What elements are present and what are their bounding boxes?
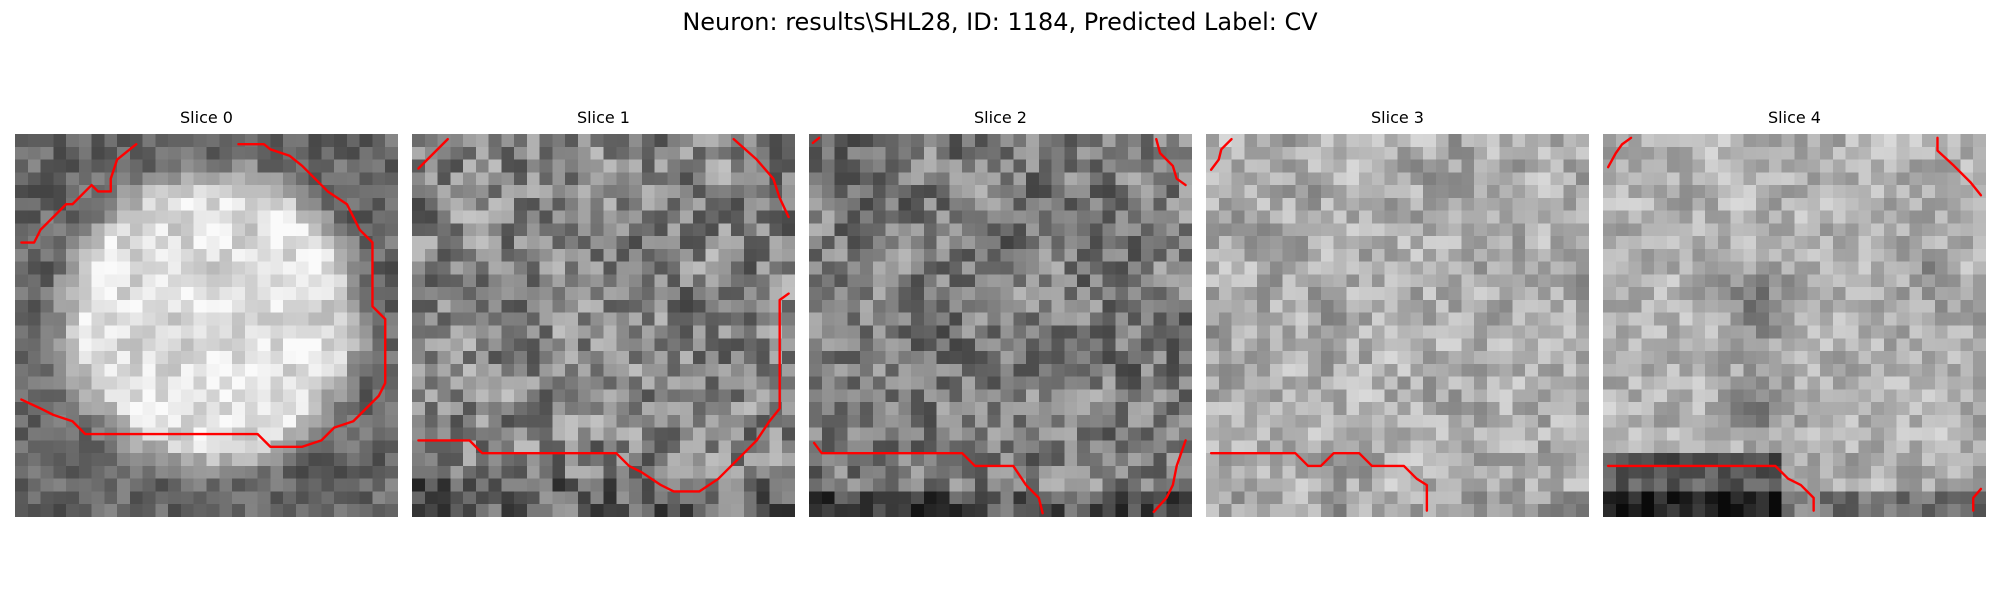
slice-image-1 (412, 134, 795, 517)
segmentation-contour (1211, 453, 1427, 510)
segmentation-contour (814, 443, 1043, 513)
slice-title-3: Slice 3 (1371, 108, 1424, 127)
slice-image-3 (1206, 134, 1589, 517)
slice-image-4 (1603, 134, 1986, 517)
segmentation-contour (1154, 440, 1186, 511)
slice-panel-1: Slice 1 (412, 108, 795, 517)
segmentation-contour (418, 139, 447, 168)
segmentation-contour (1156, 139, 1185, 185)
segmentation-contour (21, 144, 136, 242)
segmentation-contour (1937, 138, 1980, 195)
segmentation-contour (734, 139, 789, 217)
figure-title: Neuron: results\SHL28, ID: 1184, Predict… (682, 8, 1318, 36)
segmentation-contour (1211, 139, 1231, 170)
slice-image-0 (15, 134, 398, 517)
slice-title-4: Slice 4 (1768, 108, 1821, 127)
segmentation-contour (1608, 466, 1814, 511)
segmentation-contour (1973, 489, 1981, 511)
slice-title-1: Slice 1 (577, 108, 630, 127)
slice-panel-2: Slice 2 (809, 108, 1192, 517)
slice-title-2: Slice 2 (974, 108, 1027, 127)
slice-image-2 (809, 134, 1192, 517)
slice-panel-3: Slice 3 (1206, 108, 1589, 517)
slice-title-0: Slice 0 (180, 108, 233, 127)
segmentation-contour (21, 144, 385, 447)
segmentation-contour (813, 138, 819, 143)
slice-panel-4: Slice 4 (1603, 108, 1986, 517)
slice-panel-0: Slice 0 (15, 108, 398, 517)
segmentation-contour (1608, 138, 1631, 167)
segmentation-contour (418, 294, 788, 492)
